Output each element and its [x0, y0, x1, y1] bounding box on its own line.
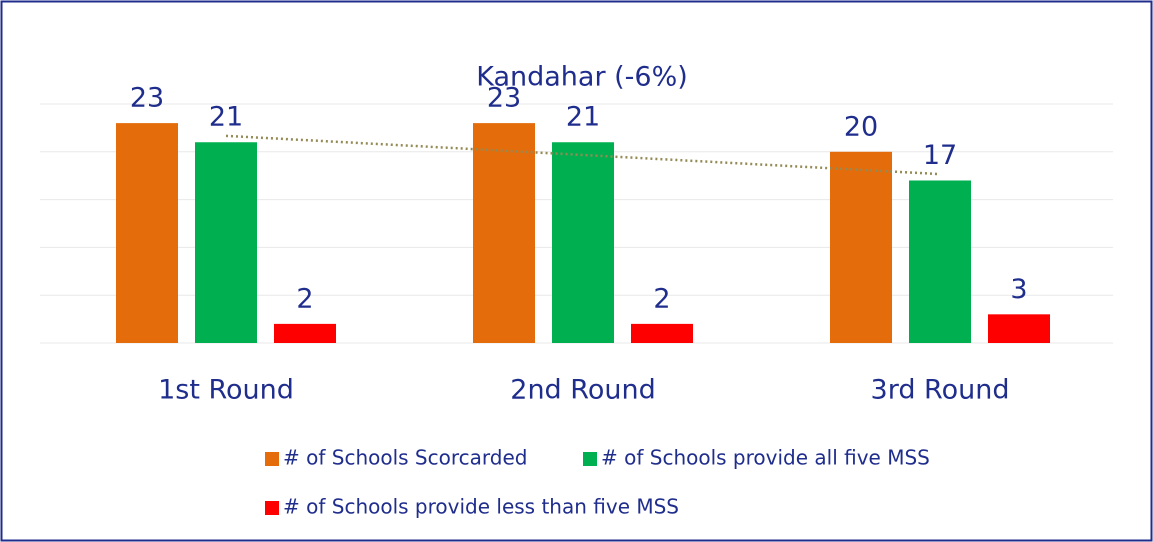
value-label: 21 [566, 102, 600, 133]
value-label: 17 [923, 140, 957, 171]
legend-label: # of Schools provide less than five MSS [283, 495, 679, 519]
bar [195, 142, 257, 343]
x-tick-label: 1st Round [158, 375, 294, 406]
legend-swatch [265, 452, 279, 466]
trendline [225, 134, 941, 176]
bar [830, 151, 892, 343]
x-tick-label: 3rd Round [871, 375, 1010, 406]
value-label: 23 [487, 83, 521, 114]
value-label: 23 [130, 83, 164, 114]
value-label: 2 [296, 283, 313, 314]
bar [909, 180, 971, 343]
bar [552, 142, 614, 343]
chart-title: Kandahar (-6%) [476, 62, 688, 93]
bar [473, 123, 535, 344]
value-label: 2 [653, 283, 670, 314]
legend-label: # of Schools Scorcarded [283, 446, 527, 470]
value-label: 20 [844, 111, 878, 142]
legend-swatch [265, 501, 279, 515]
value-label: 3 [1010, 274, 1027, 305]
legend-label: # of Schools provide all five MSS [601, 446, 930, 470]
bar [274, 323, 336, 343]
bar [116, 123, 178, 344]
x-tick-label: 2nd Round [510, 375, 655, 406]
bar [631, 323, 693, 343]
legend-swatch [583, 452, 597, 466]
bar [988, 314, 1050, 343]
value-label: 21 [209, 102, 243, 133]
